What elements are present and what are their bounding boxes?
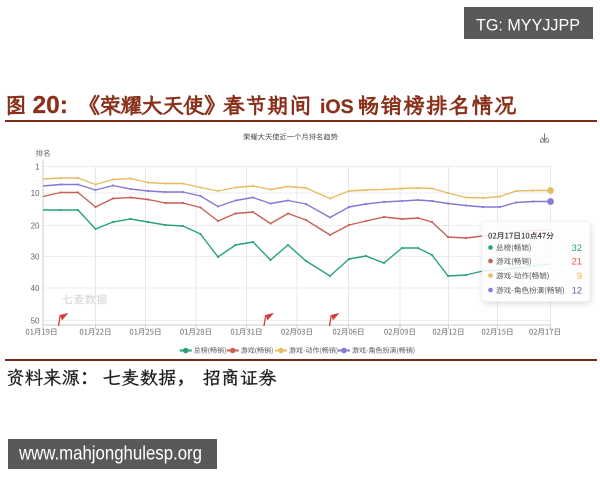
svg-text:20: 20 [31,222,40,231]
svg-text:40: 40 [31,284,40,293]
svg-text:www.mahjonghulesp.org: www.mahjonghulesp.org [18,442,202,464]
svg-text:21: 21 [572,257,582,267]
svg-text:30: 30 [31,253,40,262]
svg-text:1: 1 [35,163,40,172]
svg-text:10: 10 [31,189,40,198]
svg-text:12: 12 [572,286,582,296]
svg-text:TG: MYYJJPP: TG: MYYJJPP [476,16,580,34]
svg-text:32: 32 [572,243,582,253]
svg-text:9: 9 [577,271,582,281]
svg-text:50: 50 [31,317,40,326]
